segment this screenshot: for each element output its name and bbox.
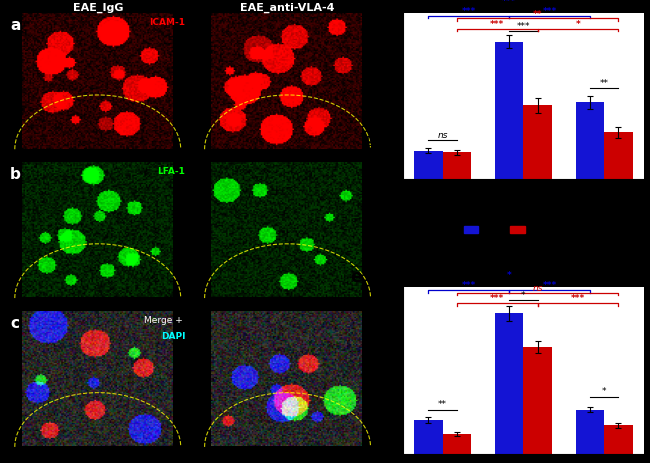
Bar — [495, 314, 523, 454]
Text: *: * — [602, 386, 606, 395]
Text: **: ** — [438, 399, 447, 408]
Text: ***: *** — [490, 294, 504, 303]
Bar — [576, 103, 604, 180]
Y-axis label: LFA-1/lesions [%]: LFA-1/lesions [%] — [369, 326, 378, 415]
Title: EAE_anti-VLA-4: EAE_anti-VLA-4 — [240, 3, 335, 13]
Text: LFA-1: LFA-1 — [157, 167, 185, 175]
Bar — [576, 410, 604, 454]
Bar — [414, 420, 443, 454]
Text: *: * — [576, 20, 580, 29]
Bar — [495, 43, 523, 180]
Text: ICAM-1: ICAM-1 — [150, 18, 185, 27]
Bar — [414, 151, 443, 180]
Bar — [604, 425, 632, 454]
Text: c: c — [10, 315, 19, 330]
Text: ***: *** — [517, 21, 530, 31]
Bar — [443, 153, 471, 180]
Text: *: * — [521, 290, 526, 299]
Text: ***: *** — [490, 20, 504, 29]
Y-axis label: ICAM-1/lesions [%]: ICAM-1/lesions [%] — [369, 48, 378, 146]
Text: ns: ns — [532, 283, 543, 293]
Text: **: ** — [600, 79, 609, 88]
Bar — [523, 347, 552, 454]
Bar — [443, 434, 471, 454]
Text: e: e — [350, 268, 363, 286]
Text: ***: *** — [462, 7, 476, 16]
Text: *: * — [507, 270, 512, 280]
Text: ***: *** — [502, 0, 516, 6]
Text: ***: *** — [571, 294, 585, 303]
Text: ***: *** — [543, 7, 557, 16]
Title: EAE_IgG: EAE_IgG — [73, 3, 123, 13]
Text: Merge +: Merge + — [144, 315, 185, 324]
Text: **: ** — [533, 10, 542, 19]
Legend: IgG, anti-VLA-4: IgG, anti-VLA-4 — [460, 221, 587, 239]
Bar — [523, 106, 552, 180]
Text: ***: *** — [462, 281, 476, 290]
Text: ns: ns — [437, 131, 448, 139]
Text: ***: *** — [543, 281, 557, 290]
Text: b: b — [10, 167, 21, 181]
Text: DAPI: DAPI — [161, 331, 185, 340]
Text: d: d — [350, 0, 363, 12]
Bar — [604, 133, 632, 180]
Text: a: a — [10, 18, 21, 33]
